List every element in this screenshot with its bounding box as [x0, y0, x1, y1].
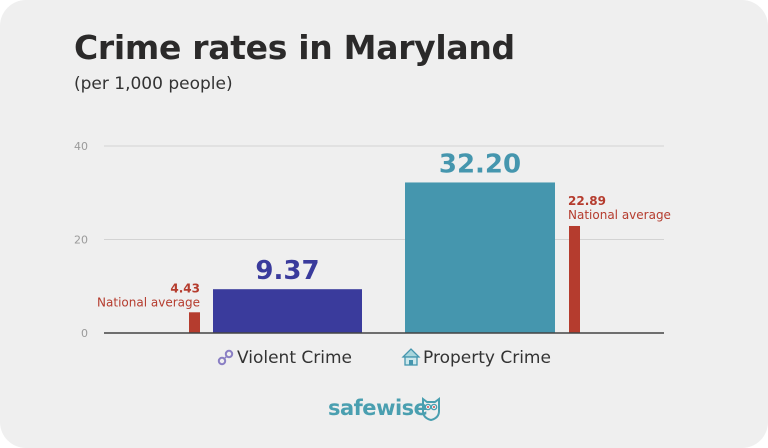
category-label: Property Crime	[423, 348, 551, 368]
national-average-label: National average	[568, 208, 671, 222]
logo-text-safe: safe	[328, 396, 377, 420]
bar-maryland	[213, 289, 362, 333]
bar-national-average	[189, 312, 200, 333]
national-average-value: 4.43	[170, 281, 200, 295]
owl-icon	[422, 397, 440, 421]
safewise-logo: safewise	[328, 396, 428, 420]
national-average-label: National average	[97, 295, 200, 309]
logo-text-wise: wise	[376, 396, 428, 420]
house-icon	[401, 348, 421, 366]
y-tick-label: 40	[74, 140, 88, 153]
bar-value-label: 9.37	[255, 256, 319, 286]
national-average-value: 22.89	[568, 194, 606, 208]
chart-subtitle: (per 1,000 people)	[74, 74, 233, 94]
chart-title: Crime rates in Maryland	[74, 28, 515, 67]
handcuffs-icon	[217, 349, 234, 366]
category-label: Violent Crime	[237, 348, 352, 368]
y-tick-label: 0	[81, 327, 88, 340]
bar-value-label: 32.20	[439, 149, 521, 179]
y-tick-label: 20	[74, 234, 88, 247]
bar-maryland	[405, 182, 555, 333]
bar-national-average	[569, 225, 580, 333]
